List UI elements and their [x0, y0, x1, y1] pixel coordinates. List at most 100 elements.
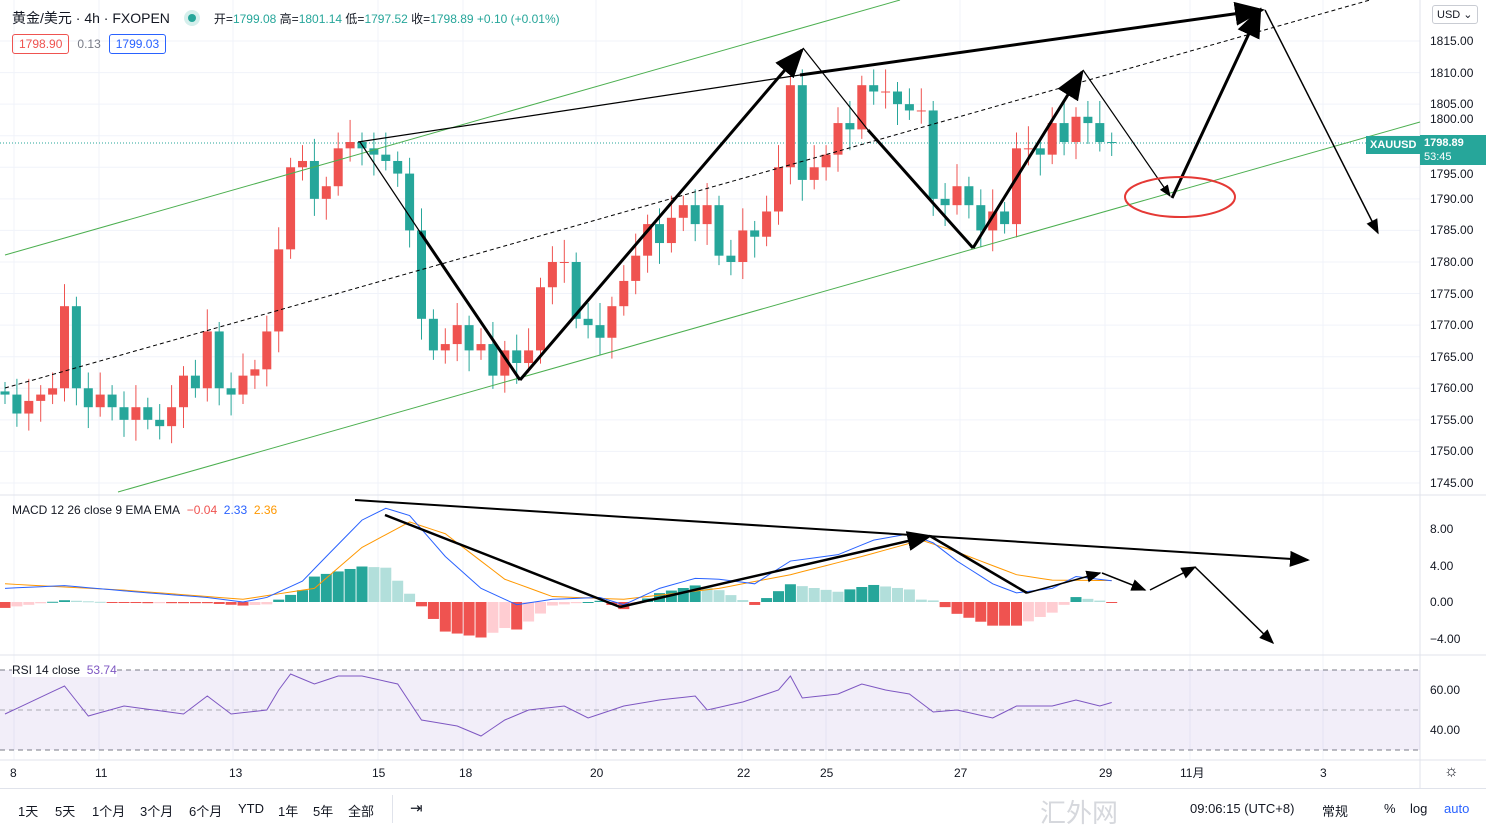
channel-lower-line[interactable]: [117, 121, 1421, 493]
time-axis-label: 29: [1099, 766, 1113, 780]
macd-histogram-bar: [951, 602, 963, 614]
candle-body: [143, 407, 153, 420]
candle-body: [893, 91, 902, 105]
macd-arrow[interactable]: [1194, 566, 1275, 645]
range-ytd[interactable]: YTD: [238, 801, 264, 816]
currency-selector[interactable]: USD ⌄: [1432, 5, 1478, 24]
range-5y[interactable]: 5年: [313, 804, 334, 819]
macd-histogram-bar: [868, 584, 880, 602]
range-1m[interactable]: 1个月: [92, 804, 126, 819]
price-chart[interactable]: [0, 0, 1486, 788]
macd-arrow[interactable]: [619, 531, 933, 609]
macd-arrow[interactable]: [1101, 572, 1147, 591]
macd-histogram-bar: [1011, 602, 1022, 626]
candle-body: [1083, 116, 1093, 124]
trend-arrow[interactable]: [799, 1, 1265, 77]
arrow[interactable]: [418, 231, 522, 381]
range-1d[interactable]: 1天: [18, 804, 39, 819]
sell-button[interactable]: 1798.90: [12, 34, 70, 54]
trend-line[interactable]: [357, 74, 801, 143]
macd-trend-arrow[interactable]: [354, 499, 1310, 567]
rsi-title[interactable]: RSI 14 close: [12, 663, 81, 677]
macd-histogram-bar: [225, 602, 237, 605]
close-label: 收=: [411, 11, 431, 26]
macd-pane: [0, 507, 1118, 638]
buy-button[interactable]: 1799.03: [108, 34, 167, 54]
macd-histogram-bar: [939, 602, 951, 608]
range-6m[interactable]: 6个月: [189, 804, 223, 819]
candle-body: [107, 394, 117, 408]
candle-body: [547, 261, 557, 288]
range-1y[interactable]: 1年: [278, 804, 299, 819]
percent-button[interactable]: %: [1384, 801, 1396, 816]
candle-body: [428, 318, 438, 351]
arrow[interactable]: [866, 129, 975, 249]
macd-histogram-bar: [380, 567, 392, 602]
candle-body: [928, 110, 938, 199]
candle-body: [179, 375, 188, 408]
time-axis-label: 11: [95, 766, 108, 780]
macd-histogram-bar: [439, 602, 451, 632]
candle-body: [167, 407, 177, 427]
macd-title[interactable]: MACD 12 26 close 9 EMA EMA: [12, 503, 181, 517]
macd-histogram-bar: [59, 600, 70, 602]
macd-histogram-bar: [737, 600, 749, 602]
macd-histogram-bar: [392, 580, 404, 602]
price-axis-label: 1785.00: [1430, 223, 1474, 238]
arrow[interactable]: [359, 141, 421, 233]
candle-body: [714, 205, 724, 256]
log-button[interactable]: log: [1410, 801, 1428, 816]
bid-ask: 1798.90 0.13 1799.03: [12, 34, 167, 54]
macd-arrow[interactable]: [929, 534, 1028, 595]
candle-body: [190, 375, 200, 389]
macd-histogram-bar: [1070, 597, 1082, 602]
macd-histogram-bar: [975, 602, 987, 622]
symbol-title[interactable]: 黄金/美元 · 4h · FXOPEN: [12, 10, 170, 26]
candle-body: [60, 306, 69, 389]
macd-histogram-bar: [320, 573, 332, 602]
settings-gear-icon[interactable]: ☼: [1444, 763, 1459, 780]
macd-arrow[interactable]: [1026, 570, 1102, 594]
symbol-tag: XAUUSD: [1366, 136, 1421, 154]
auto-button[interactable]: auto: [1444, 801, 1470, 816]
macd-histogram-bar: [892, 587, 903, 602]
macd-histogram-bar: [1094, 600, 1106, 602]
drawings[interactable]: [4, 0, 1421, 645]
open-value: 1799.08: [232, 11, 277, 26]
macd-histogram-bar: [416, 602, 427, 607]
macd-histogram-bar: [1082, 598, 1094, 602]
arrow[interactable]: [802, 47, 869, 131]
candle-body: [1107, 142, 1117, 144]
clock[interactable]: 09:06:15 (UTC+8): [1190, 801, 1295, 816]
candle-body: [309, 160, 319, 199]
rsi-line: [4, 673, 1112, 737]
macd-histogram-bar: [963, 602, 975, 618]
macd-arrow[interactable]: [1149, 566, 1197, 591]
currency-label: USD: [1437, 9, 1461, 21]
arrow[interactable]: [1082, 69, 1171, 197]
highlight-ellipse[interactable]: [1124, 176, 1236, 218]
arrow[interactable]: [518, 47, 804, 381]
price-axis-label: 1780.00: [1430, 254, 1474, 269]
macd-arrow[interactable]: [384, 513, 621, 609]
candle-body: [583, 318, 593, 326]
range-3m[interactable]: 3个月: [140, 804, 174, 819]
arrow[interactable]: [971, 69, 1084, 249]
macd-signal-value: 2.36: [253, 503, 278, 517]
goto-date-icon[interactable]: ⇥: [410, 800, 423, 817]
range-all[interactable]: 全部: [348, 804, 375, 819]
arrow[interactable]: [1170, 7, 1262, 199]
candle-body: [726, 255, 736, 262]
rsi-legend: RSI 14 close 53.74: [12, 663, 117, 677]
candle-body: [440, 344, 450, 351]
candle-body: [262, 331, 272, 370]
channel-mid-line[interactable]: [4, 0, 1371, 389]
range-5d[interactable]: 5天: [55, 804, 76, 819]
macd-histogram-bar: [1046, 602, 1058, 613]
candle-body: [857, 85, 867, 130]
normal-scale-button[interactable]: 常规: [1322, 804, 1349, 819]
arrow[interactable]: [1264, 9, 1379, 235]
price-axis-label: 1810.00: [1430, 65, 1474, 80]
time-axis-label: 22: [737, 766, 751, 780]
candle-body: [643, 224, 653, 256]
